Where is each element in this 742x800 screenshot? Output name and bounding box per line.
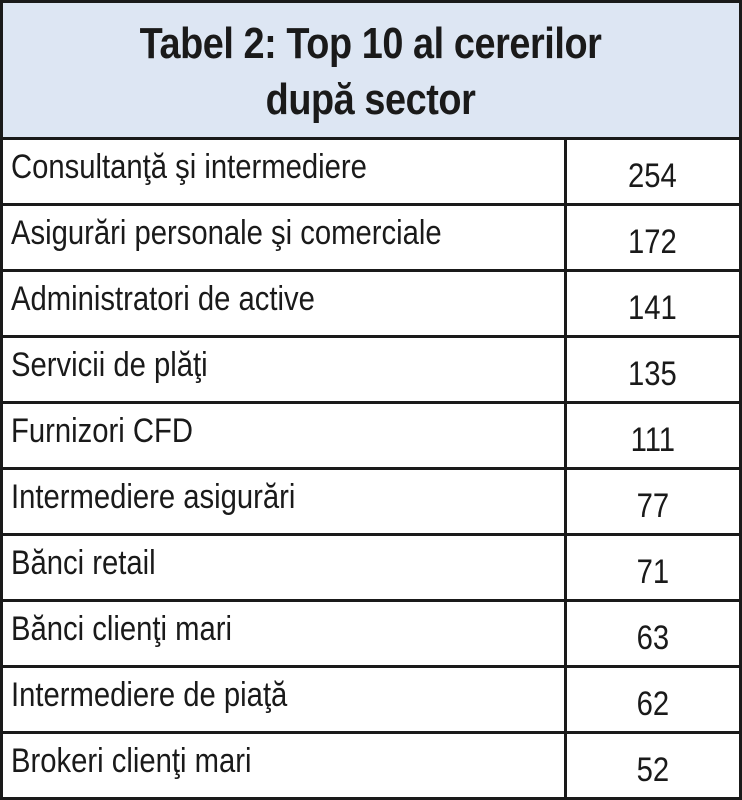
table-title: Tabel 2: Top 10 al cererilor după sector: [140, 19, 602, 124]
row-label-cell: Bănci retail: [3, 534, 567, 602]
table-row: Brokeri clienţi mari 52: [3, 732, 739, 798]
table-title-box: Tabel 2: Top 10 al cererilor după sector: [3, 3, 739, 140]
row-value: 135: [628, 355, 678, 393]
row-value-cell: 141: [565, 270, 739, 338]
row-value-cell: 52: [565, 733, 739, 798]
row-value-cell: 77: [565, 468, 739, 536]
table-row: Intermediere asigurări 77: [3, 468, 739, 536]
row-label-cell: Consultanţă şi intermediere: [3, 140, 567, 206]
row-label: Asigurări personale şi comerciale: [11, 214, 442, 252]
table-row: Bănci retail 71: [3, 534, 739, 602]
row-label-cell: Servicii de plăţi: [3, 336, 567, 404]
row-value-cell: 63: [565, 600, 739, 668]
row-label: Brokeri clienţi mari: [11, 742, 252, 780]
sector-requests-table: Consultanţă şi intermediere 254 Asigurăr…: [3, 140, 739, 797]
row-value: 62: [636, 685, 670, 723]
row-label-cell: Brokeri clienţi mari: [3, 732, 567, 797]
row-value: 172: [628, 223, 678, 261]
row-value-cell: 62: [565, 666, 739, 734]
table-row: Intermediere de piaţă 62: [3, 666, 739, 734]
row-label-cell: Administratori de active: [3, 270, 567, 338]
row-label-cell: Intermediere de piaţă: [3, 666, 567, 734]
row-value: 111: [630, 421, 675, 459]
row-label-cell: Asigurări personale şi comerciale: [3, 204, 567, 272]
row-label: Administratori de active: [11, 280, 315, 318]
row-label: Furnizori CFD: [11, 412, 193, 450]
table-row: Bănci clienţi mari 63: [3, 600, 739, 668]
table-row: Administratori de active 141: [3, 270, 739, 338]
row-label-cell: Bănci clienţi mari: [3, 600, 567, 668]
row-label: Bănci retail: [11, 544, 156, 582]
row-label-cell: Intermediere asigurări: [3, 468, 567, 536]
row-value-cell: 135: [565, 336, 739, 404]
table-row: Furnizori CFD 111: [3, 402, 739, 470]
row-label: Intermediere de piaţă: [11, 676, 288, 714]
row-value: 254: [628, 157, 678, 195]
row-label: Bănci clienţi mari: [11, 610, 233, 648]
row-value: 52: [636, 751, 670, 789]
row-label-cell: Furnizori CFD: [3, 402, 567, 470]
row-value: 63: [636, 619, 670, 657]
row-value: 71: [636, 553, 670, 591]
row-value: 77: [636, 487, 670, 525]
row-label: Intermediere asigurări: [11, 478, 296, 516]
table-row: Consultanţă şi intermediere 254: [3, 140, 739, 206]
row-value-cell: 254: [565, 140, 739, 206]
row-value-cell: 71: [565, 534, 739, 602]
table-row: Servicii de plăţi 135: [3, 336, 739, 404]
row-value-cell: 172: [565, 204, 739, 272]
row-label: Servicii de plăţi: [11, 346, 208, 384]
row-label: Consultanţă şi intermediere: [11, 148, 367, 186]
row-value-cell: 111: [565, 402, 739, 470]
row-value: 141: [628, 289, 678, 327]
table-row: Asigurări personale şi comerciale 172: [3, 204, 739, 272]
